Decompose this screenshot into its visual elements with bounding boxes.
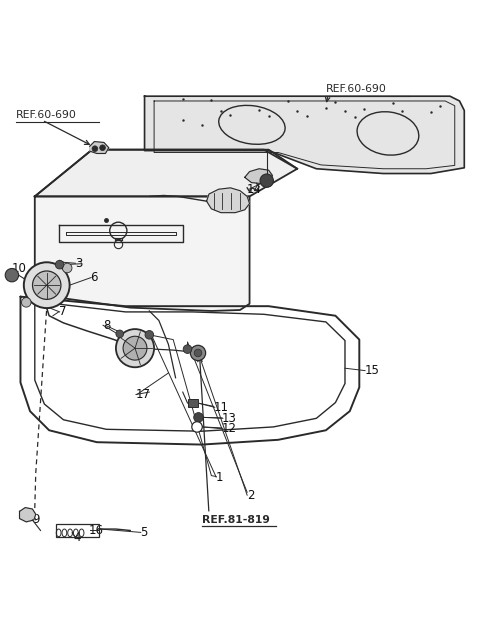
Circle shape xyxy=(24,262,70,308)
Text: 12: 12 xyxy=(222,422,237,435)
Text: 11: 11 xyxy=(214,401,229,414)
Text: 5: 5 xyxy=(140,526,147,539)
Text: 2: 2 xyxy=(247,488,255,502)
Circle shape xyxy=(55,260,64,269)
Text: 3: 3 xyxy=(75,257,83,270)
Text: 6: 6 xyxy=(90,271,97,284)
Text: 16: 16 xyxy=(88,524,103,537)
Text: 7: 7 xyxy=(59,305,66,319)
Text: 4: 4 xyxy=(73,531,81,544)
Circle shape xyxy=(191,345,205,361)
Circle shape xyxy=(116,330,123,338)
Text: 14: 14 xyxy=(247,183,262,196)
Text: 8: 8 xyxy=(103,319,110,332)
Circle shape xyxy=(260,174,274,187)
Polygon shape xyxy=(35,196,250,311)
Text: 1: 1 xyxy=(216,470,224,483)
Circle shape xyxy=(145,331,154,339)
Text: 17: 17 xyxy=(136,388,151,401)
Circle shape xyxy=(100,145,106,151)
Circle shape xyxy=(123,337,147,360)
Polygon shape xyxy=(35,149,297,196)
Polygon shape xyxy=(144,96,464,174)
Circle shape xyxy=(33,271,61,299)
Circle shape xyxy=(183,345,192,353)
Text: 15: 15 xyxy=(365,364,380,377)
Circle shape xyxy=(22,297,31,307)
Circle shape xyxy=(5,269,19,282)
Text: REF.60-690: REF.60-690 xyxy=(326,84,387,94)
Text: REF.81-819: REF.81-819 xyxy=(202,515,270,525)
Circle shape xyxy=(194,349,202,357)
Circle shape xyxy=(192,422,202,432)
Text: 10: 10 xyxy=(12,262,27,276)
Polygon shape xyxy=(245,169,273,183)
Circle shape xyxy=(92,146,98,151)
Text: 9: 9 xyxy=(33,513,40,526)
Text: REF.60-690: REF.60-690 xyxy=(16,110,77,121)
Text: 13: 13 xyxy=(222,412,237,425)
Circle shape xyxy=(194,413,203,422)
Polygon shape xyxy=(90,142,109,153)
Polygon shape xyxy=(20,508,36,522)
Circle shape xyxy=(62,263,72,273)
Circle shape xyxy=(116,329,154,367)
FancyBboxPatch shape xyxy=(188,399,198,407)
Polygon shape xyxy=(206,188,250,213)
